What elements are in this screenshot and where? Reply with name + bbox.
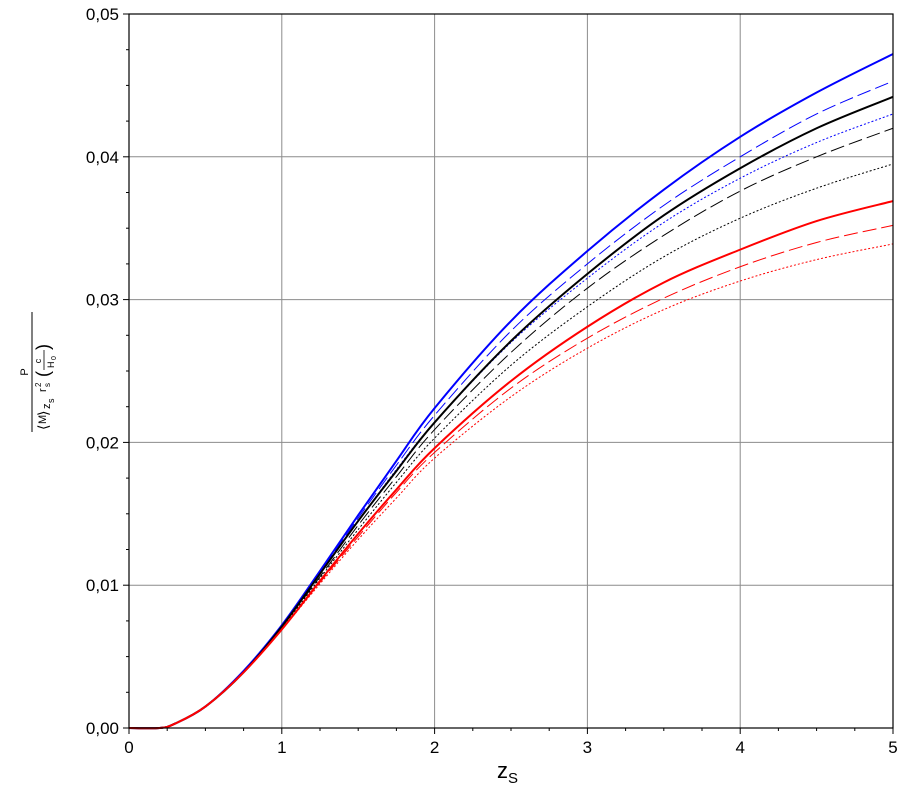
y-tick-label: 0,03 [86, 291, 119, 310]
series-layer [128, 53, 894, 730]
x-axis-title-main: z [497, 758, 508, 783]
y-axis-title-c: c [33, 358, 43, 363]
x-tick-label: 2 [430, 738, 439, 757]
y-axis-title-m: M [37, 415, 49, 424]
y-axis-title-rs-sup: 2 [34, 382, 43, 387]
series-line-6 [128, 200, 894, 730]
x-tick-label: 3 [583, 738, 592, 757]
y-tick-label: 0,04 [86, 148, 119, 167]
series-line-7 [128, 224, 894, 729]
y-axis-title-zs: z [41, 404, 53, 410]
y-axis-title-left-angle: ⟨ [35, 425, 51, 430]
series-line-2 [128, 113, 894, 729]
tick-labels: 0 1 2 3 4 5 0,00 0,01 0,02 0,03 0,04 0,05 [86, 5, 898, 757]
series-line-0 [128, 53, 894, 730]
y-axis-title-rs-sub: s [43, 383, 52, 387]
y-axis-title-paren-close: ) [33, 344, 53, 350]
y-tick-label: 0,00 [86, 719, 119, 738]
y-tick-label: 0,05 [86, 5, 119, 24]
x-tick-label: 4 [735, 738, 744, 757]
plot-frame [128, 13, 894, 729]
y-axis-title-h-sub: 0 [51, 356, 58, 360]
grid [129, 13, 894, 728]
series-line-8 [128, 243, 894, 729]
series-line-4 [128, 127, 894, 729]
x-tick-label: 0 [124, 738, 133, 757]
series-line-1 [128, 80, 894, 729]
y-axis-title-numerator: P [19, 368, 31, 375]
y-tick-label: 0,02 [86, 433, 119, 452]
y-axis-title: P ⟨ M ⟩ z s r 2 s ( c H 0 ) [19, 312, 58, 432]
axes [123, 13, 894, 734]
y-axis-title-rs: r [37, 388, 49, 392]
y-axis-title-paren-open: ( [33, 371, 53, 377]
x-tick-label: 5 [888, 738, 897, 757]
x-tick-label: 1 [277, 738, 286, 757]
y-axis-title-right-angle: ⟩ [35, 411, 51, 416]
series-line-5 [128, 163, 894, 729]
y-tick-label: 0,01 [86, 576, 119, 595]
x-axis-title-sub: S [508, 770, 518, 787]
y-axis-title-h: H [46, 362, 56, 369]
x-axis-title: zS [497, 758, 518, 787]
series-line-3 [128, 95, 894, 730]
y-axis-title-zs-sub: s [46, 398, 56, 403]
y-axis-title-denominator: ⟨ M ⟩ z s r 2 s ( c H 0 ) [33, 344, 58, 430]
